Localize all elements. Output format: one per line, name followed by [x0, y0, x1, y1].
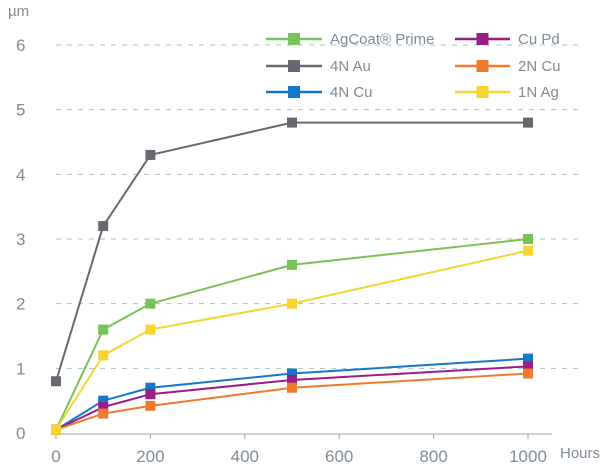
y-tick-label: 6 — [16, 36, 25, 55]
legend-swatch-marker — [288, 60, 300, 72]
data-point-marker — [287, 259, 297, 270]
data-point-marker — [523, 361, 533, 372]
x-tick-label: 1000 — [509, 447, 547, 466]
data-point-marker — [145, 400, 156, 411]
legend-item: AgCoat® Prime — [266, 31, 434, 48]
legend-swatch-marker — [288, 86, 300, 98]
data-point-marker — [287, 382, 297, 393]
tick-layer: 0 1 2 3 4 5 6 0 200 400 600 800 1000 — [16, 36, 547, 466]
data-point-marker — [98, 324, 109, 335]
x-tick-label: 800 — [419, 447, 447, 466]
data-point-marker — [98, 350, 109, 361]
data-point-marker — [98, 221, 109, 232]
data-point-marker — [523, 353, 533, 364]
legend-swatch-marker — [476, 60, 489, 72]
legend-label: 1N Ag — [518, 84, 559, 101]
series-0 — [51, 234, 533, 435]
y-tick-label: 1 — [16, 359, 25, 378]
data-point-marker — [523, 368, 533, 379]
data-point-marker — [145, 389, 156, 400]
data-point-marker — [287, 298, 297, 309]
series-2 — [51, 353, 533, 435]
legend-item: 2N Cu — [455, 58, 561, 75]
data-point-marker — [523, 234, 533, 244]
data-point-marker — [51, 424, 61, 435]
legend-label: 4N Cu — [330, 84, 373, 101]
data-point-marker — [145, 324, 156, 335]
legend-label: 4N Au — [330, 58, 371, 75]
y-tick-label: 0 — [16, 424, 25, 443]
x-axis-unit-label: Hours — [560, 445, 600, 462]
series-layer — [51, 117, 533, 435]
series-1 — [51, 117, 533, 387]
legend-label: Cu Pd — [518, 31, 560, 48]
data-point-marker — [51, 376, 61, 387]
data-point-marker — [145, 382, 156, 393]
legend: AgCoat® Prime 4N Au 4N Cu Cu Pd 2N Cu 1N Ag — [266, 31, 561, 101]
legend-swatch-marker — [476, 33, 489, 45]
y-tick-label: 2 — [16, 295, 25, 314]
legend-item: 4N Cu — [266, 84, 373, 101]
x-tick-label: 0 — [51, 447, 60, 466]
data-point-marker — [98, 395, 109, 406]
data-point-marker — [287, 368, 297, 379]
legend-item: 1N Ag — [455, 84, 559, 101]
data-point-marker — [523, 117, 533, 128]
legend-item: 4N Au — [266, 58, 371, 75]
x-tick-label: 200 — [136, 447, 164, 466]
data-point-marker — [287, 117, 297, 128]
series-5 — [51, 245, 533, 435]
legend-swatch-marker — [288, 33, 300, 45]
data-point-marker — [523, 245, 533, 256]
legend-item: Cu Pd — [455, 31, 560, 48]
legend-swatch-marker — [476, 86, 489, 98]
data-point-marker — [145, 298, 156, 309]
series-line — [55, 249, 529, 431]
x-tick-label: 600 — [325, 447, 353, 466]
data-point-marker — [145, 149, 156, 160]
data-point-marker — [98, 402, 109, 413]
y-tick-label: 4 — [16, 165, 25, 184]
legend-label: AgCoat® Prime — [330, 31, 434, 48]
data-point-marker — [98, 408, 109, 419]
grid-layer — [52, 44, 582, 435]
x-tick-label: 400 — [231, 447, 259, 466]
data-point-marker — [287, 374, 297, 385]
y-tick-label: 3 — [16, 230, 25, 249]
y-tick-label: 5 — [16, 101, 25, 120]
legend-label: 2N Cu — [518, 58, 561, 75]
y-axis-unit-label: µm — [8, 3, 29, 20]
